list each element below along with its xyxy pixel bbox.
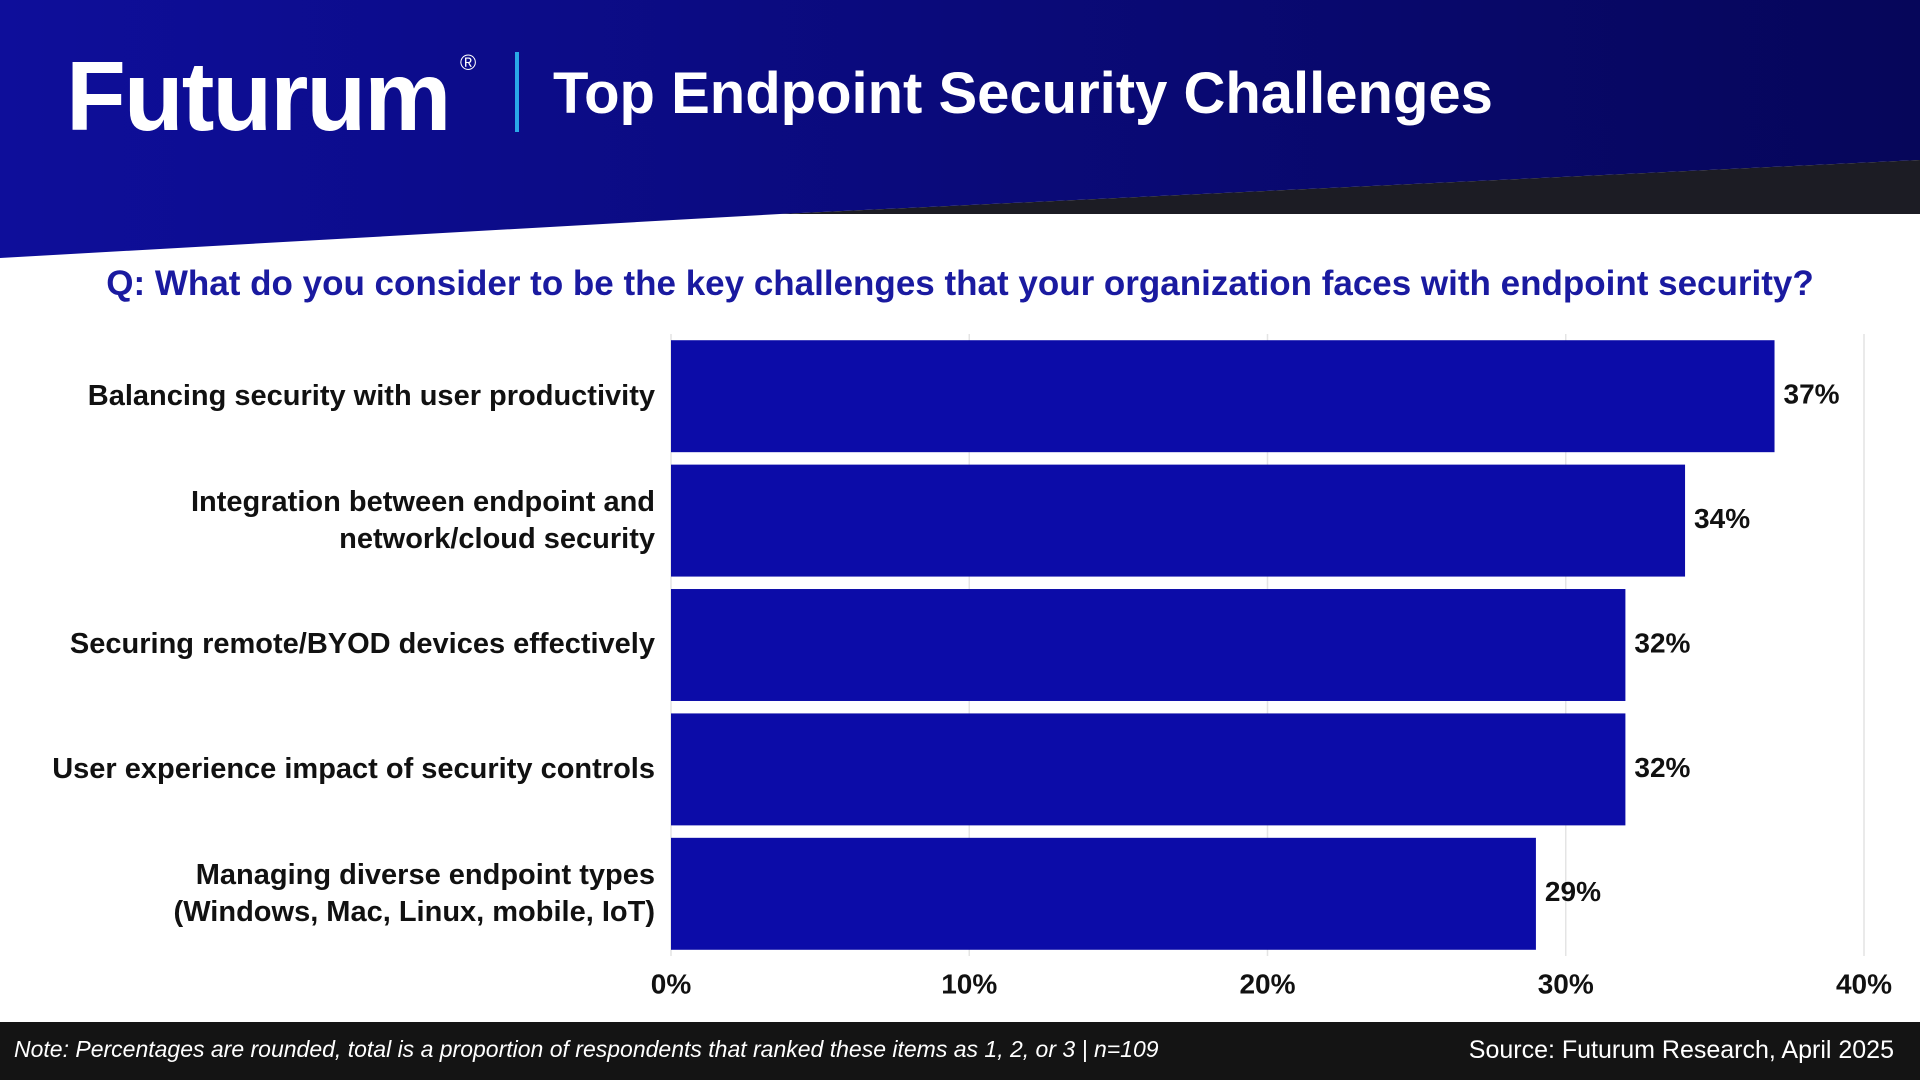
x-tick-label: 0%: [651, 968, 692, 999]
x-tick-label: 20%: [1239, 968, 1295, 999]
y-tick-label: Balancing security with user productivit…: [87, 379, 655, 412]
value-label: 37%: [1784, 379, 1840, 410]
chart-subtitle: Q: What do you consider to be the key ch…: [106, 264, 1814, 303]
x-tick-label: 30%: [1538, 968, 1594, 999]
footer: Note: Percentages are rounded, total is …: [0, 1022, 1920, 1080]
value-label: 32%: [1634, 627, 1690, 658]
footer-source: Source: Futurum Research, April 2025: [1468, 1036, 1894, 1064]
y-tick-label: Managing diverse endpoint types (Windows…: [173, 858, 655, 928]
bar: [671, 837, 1536, 950]
bar: [671, 340, 1775, 453]
y-tick-label: Securing remote/BYOD devices effectively: [69, 628, 655, 661]
bar: [671, 464, 1686, 577]
separator: [515, 52, 519, 132]
footer-note: Note: Percentages are rounded, total is …: [14, 1036, 1159, 1062]
value-label: 29%: [1545, 876, 1601, 907]
bar: [671, 589, 1626, 701]
value-label: 32%: [1634, 752, 1690, 783]
chart-title: Top Endpoint Security Challenges: [553, 61, 1493, 126]
value-label: 34%: [1694, 503, 1750, 534]
y-tick-label: User experience impact of security contr…: [52, 752, 655, 785]
x-tick-label: 40%: [1836, 968, 1892, 999]
brand-mark: ®: [460, 50, 477, 75]
y-tick-label: Integration between endpoint and network…: [191, 485, 655, 555]
chart: 0% 10% 20% 30% 40% 37% 34% 32% 32% 29%: [651, 334, 1892, 999]
x-tick-label: 10%: [941, 968, 997, 999]
brand-logo: Futurum: [66, 41, 451, 151]
bar: [671, 713, 1626, 826]
